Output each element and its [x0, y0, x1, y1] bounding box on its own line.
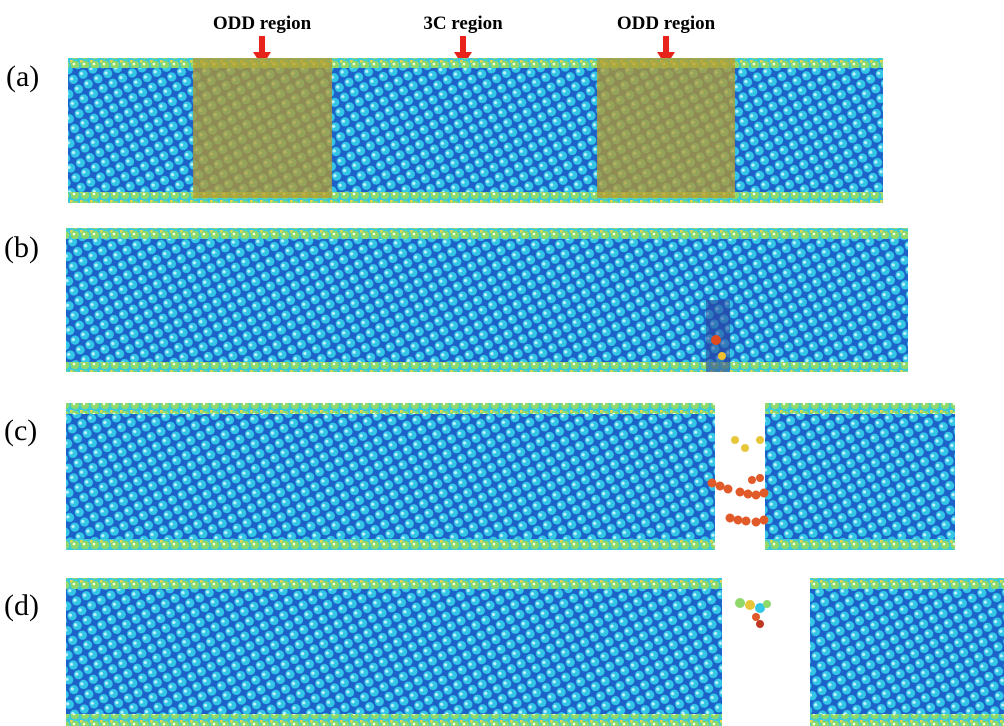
annotation: 3C region — [423, 13, 503, 34]
figure: ODD region 3C region ODD region (a) (b) … — [0, 0, 1004, 726]
panel-label: (d) — [4, 589, 39, 622]
annotation: ODD region — [617, 13, 716, 34]
slab — [68, 58, 883, 203]
panel-label: (c) — [4, 414, 37, 447]
panel-label: (a) — [6, 60, 39, 93]
panel-label: (b) — [4, 231, 39, 264]
slab — [66, 403, 955, 550]
slab — [66, 228, 908, 372]
annotation: ODD region — [213, 13, 312, 34]
slab — [66, 578, 1004, 726]
